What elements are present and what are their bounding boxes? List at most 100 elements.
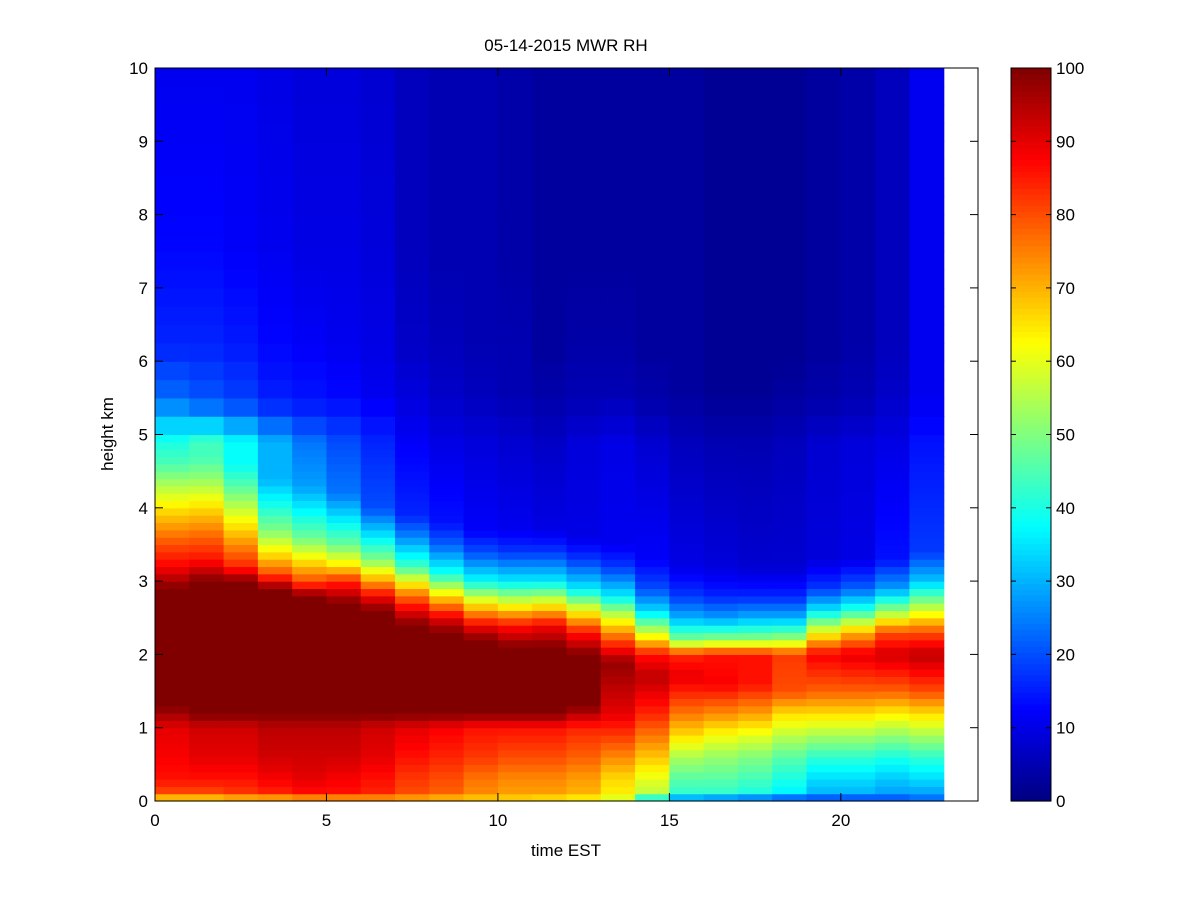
heatmap-cell xyxy=(223,573,259,582)
heatmap-cell xyxy=(497,529,533,538)
colorbar-tick-label: 20 xyxy=(1056,645,1075,664)
heatmap-cell xyxy=(463,104,499,124)
heatmap-cell xyxy=(257,786,293,795)
heatmap-cell xyxy=(429,456,465,465)
heatmap-cell xyxy=(600,661,636,670)
heatmap-cell xyxy=(772,676,808,685)
heatmap-cell xyxy=(737,632,773,641)
heatmap-cell xyxy=(806,764,842,773)
heatmap-cell xyxy=(497,397,533,417)
heatmap-cell xyxy=(395,196,430,216)
heatmap-cell xyxy=(395,471,430,480)
heatmap-cell xyxy=(806,691,842,699)
heatmap-cell xyxy=(806,551,842,560)
heatmap-cell xyxy=(257,324,293,344)
heatmap-cell xyxy=(155,478,190,487)
heatmap-cell xyxy=(840,500,876,509)
heatmap-cell xyxy=(155,683,190,692)
colorbar-segment xyxy=(1011,205,1051,212)
heatmap-cell xyxy=(429,493,465,502)
heatmap-cell xyxy=(155,610,190,619)
colorbar-segment xyxy=(1011,697,1051,705)
colorbar-segment xyxy=(1011,354,1051,361)
heatmap-cell xyxy=(155,196,190,216)
heatmap-cell xyxy=(360,786,396,795)
heatmap-cell xyxy=(635,625,670,634)
heatmap-cell xyxy=(635,196,670,216)
heatmap-cell xyxy=(497,104,533,124)
heatmap-cell xyxy=(909,397,945,417)
heatmap-cell xyxy=(669,610,705,619)
heatmap-cell xyxy=(497,196,533,216)
heatmap-cell xyxy=(840,507,876,516)
heatmap-cell xyxy=(257,416,293,436)
heatmap-cell xyxy=(772,713,808,721)
heatmap-cell xyxy=(189,177,225,197)
heatmap-cell xyxy=(532,379,568,399)
heatmap-cell xyxy=(497,515,533,524)
heatmap-cell xyxy=(635,379,670,399)
heatmap-cell xyxy=(360,676,396,685)
heatmap-cell xyxy=(429,727,465,736)
heatmap-cell xyxy=(532,196,568,216)
heatmap-cell xyxy=(292,306,328,326)
heatmap-cell xyxy=(532,573,568,582)
heatmap-cell xyxy=(875,603,911,612)
heatmap-cell xyxy=(497,566,533,575)
heatmap-cell xyxy=(806,713,842,721)
heatmap-cell xyxy=(257,691,293,699)
heatmap-cell xyxy=(532,617,568,626)
heatmap-cell xyxy=(875,104,911,124)
heatmap-cell xyxy=(360,68,396,87)
heatmap-cell xyxy=(600,159,636,179)
heatmap-cell xyxy=(326,441,362,450)
heatmap-cell xyxy=(806,727,842,736)
colorbar-segment xyxy=(1011,583,1051,590)
heatmap-cell xyxy=(326,581,362,590)
heatmap-cell xyxy=(292,515,328,524)
heatmap-cell xyxy=(395,86,430,106)
heatmap-cell xyxy=(806,610,842,619)
heatmap-cell xyxy=(497,507,533,516)
heatmap-cell xyxy=(292,159,328,179)
heatmap-cell xyxy=(257,449,293,458)
heatmap-cell xyxy=(497,434,533,443)
heatmap-cell xyxy=(395,361,430,381)
heatmap-cell xyxy=(875,537,911,546)
heatmap-cell xyxy=(669,478,705,487)
heatmap-cell xyxy=(360,771,396,780)
heatmap-cell xyxy=(497,361,533,381)
heatmap-cell xyxy=(703,757,739,765)
heatmap-cell xyxy=(806,478,842,487)
heatmap-cell xyxy=(669,196,705,216)
heatmap-cell xyxy=(360,573,396,582)
heatmap-cell xyxy=(737,104,773,124)
heatmap-cell xyxy=(326,361,362,381)
heatmap-cell xyxy=(806,287,842,307)
heatmap-cell xyxy=(429,141,465,161)
heatmap-cell xyxy=(737,269,773,289)
heatmap-cell xyxy=(806,416,842,436)
heatmap-cell xyxy=(909,771,945,780)
heatmap-cell xyxy=(360,610,396,619)
colorbar-segment xyxy=(1011,703,1051,710)
heatmap-cell xyxy=(257,434,293,443)
heatmap-cell xyxy=(875,632,911,641)
heatmap-cell xyxy=(395,764,430,773)
heatmap-cell xyxy=(600,771,636,780)
heatmap-cell xyxy=(703,522,739,531)
heatmap-cell xyxy=(429,632,465,641)
heatmap-cell xyxy=(223,654,259,663)
heatmap-cell xyxy=(909,456,945,465)
heatmap-cell xyxy=(532,793,568,802)
heatmap-cell xyxy=(360,588,396,597)
heatmap-cell xyxy=(532,610,568,619)
heatmap-cell xyxy=(395,232,430,252)
heatmap-cell xyxy=(497,493,533,502)
heatmap-cell xyxy=(737,639,773,648)
heatmap-cell xyxy=(463,485,499,494)
heatmap-cell xyxy=(566,757,602,765)
heatmap-cell xyxy=(326,676,362,685)
heatmap-cell xyxy=(463,749,499,758)
heatmap-cell xyxy=(600,735,636,743)
